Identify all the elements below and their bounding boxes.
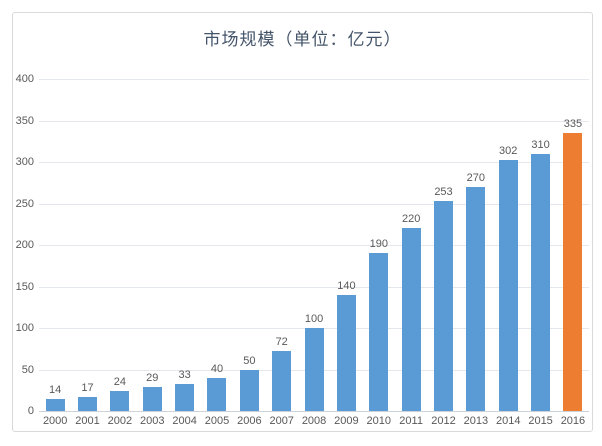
bar bbox=[175, 383, 195, 411]
bar bbox=[433, 201, 453, 411]
x-tick-label: 2000 bbox=[42, 415, 68, 427]
bar bbox=[498, 160, 518, 411]
bar bbox=[78, 396, 98, 411]
x-tick-label: 2001 bbox=[75, 415, 100, 427]
x-tick-label: 2003 bbox=[140, 415, 165, 427]
bar-column: 24 bbox=[104, 79, 136, 411]
bar-column: 72 bbox=[266, 79, 298, 411]
bar-column: 253 bbox=[427, 79, 459, 411]
gridline bbox=[39, 120, 589, 122]
bar-value-label: 24 bbox=[113, 376, 127, 389]
x-tick-label: 2011 bbox=[399, 415, 423, 427]
bar-value-label: 29 bbox=[146, 371, 159, 384]
bar bbox=[563, 132, 583, 411]
bar-value-label: 310 bbox=[531, 138, 550, 151]
x-tick-label: 2005 bbox=[204, 415, 230, 427]
bar bbox=[466, 186, 486, 411]
x-tick-label: 2006 bbox=[237, 415, 262, 427]
gridline bbox=[39, 286, 589, 288]
bar-value-label: 140 bbox=[337, 279, 356, 292]
bar bbox=[110, 391, 130, 411]
y-tick-label: 100 bbox=[15, 322, 34, 334]
bar-value-label: 50 bbox=[243, 354, 256, 367]
x-tick-label: 2008 bbox=[301, 415, 327, 427]
x-tick-label: 2013 bbox=[463, 415, 489, 427]
bar bbox=[272, 351, 292, 411]
bar-column: 17 bbox=[71, 79, 103, 411]
chart-title: 市场规模（单位：亿元） bbox=[203, 30, 402, 49]
x-tick-label: 2007 bbox=[269, 415, 294, 427]
gridline bbox=[39, 162, 589, 163]
plot-area: 14 17 24 29 33 40 50 72 100 140 190 220 253 270 302 310… bbox=[39, 79, 589, 412]
bar-value-label: 190 bbox=[369, 238, 388, 251]
x-tick-label: 2014 bbox=[495, 415, 521, 427]
bar-value-label: 33 bbox=[178, 368, 191, 381]
x-tick-label: 2015 bbox=[528, 415, 553, 427]
bar bbox=[401, 228, 421, 411]
bar bbox=[207, 377, 227, 411]
bar-column: 29 bbox=[136, 79, 168, 411]
x-tick-label: 2010 bbox=[366, 415, 392, 427]
bar bbox=[304, 328, 324, 411]
bar-column: 220 bbox=[395, 79, 427, 411]
x-axis-labels: 2000 2001 2002 2003 2004 2005 2006 2007 2008 2009… bbox=[39, 415, 589, 427]
bar-value-label: 40 bbox=[210, 362, 224, 375]
x-tick-label: 2002 bbox=[107, 415, 133, 427]
y-tick-label: 150 bbox=[15, 280, 34, 293]
x-tick-label: 2009 bbox=[334, 415, 359, 427]
y-tick-label: 350 bbox=[15, 114, 34, 127]
bar-value-label: 302 bbox=[499, 145, 518, 158]
bar bbox=[369, 253, 389, 411]
bar bbox=[142, 386, 162, 411]
bars-row: 14 17 24 29 33 40 50 72 100 140 190 220 253 270 302 310… bbox=[39, 79, 589, 411]
bar-value-label: 220 bbox=[401, 213, 421, 226]
bar-column: 190 bbox=[363, 79, 395, 411]
x-tick-label: 2012 bbox=[431, 415, 456, 427]
bar-value-label: 253 bbox=[434, 186, 453, 199]
bar-column: 270 bbox=[460, 79, 492, 411]
bar-column: 33 bbox=[168, 79, 200, 411]
y-tick-label: 300 bbox=[15, 156, 34, 168]
x-tick-label: 2004 bbox=[172, 415, 197, 427]
y-tick-label: 50 bbox=[21, 363, 34, 376]
bar bbox=[239, 369, 259, 411]
bar bbox=[45, 399, 65, 411]
gridline bbox=[39, 79, 589, 80]
chart-frame: 市场规模（单位：亿元） 0 50 100 150 200 250 300 350 400 14 1… bbox=[12, 12, 593, 432]
gridline bbox=[39, 203, 589, 205]
gridline bbox=[39, 245, 589, 246]
bar-column: 335 bbox=[557, 79, 589, 411]
y-tick-label: 200 bbox=[15, 239, 34, 251]
bar-column: 140 bbox=[330, 79, 362, 411]
bar-column: 50 bbox=[233, 79, 265, 411]
x-tick-label: 2016 bbox=[560, 415, 586, 427]
bar-value-label: 17 bbox=[81, 381, 94, 394]
y-tick-label: 0 bbox=[27, 405, 34, 417]
bar bbox=[531, 153, 551, 411]
y-tick-label: 250 bbox=[15, 197, 34, 210]
bar-value-label: 270 bbox=[466, 171, 486, 184]
bar-value-label: 72 bbox=[275, 336, 288, 349]
bar-column: 100 bbox=[298, 79, 330, 411]
bar-column: 14 bbox=[39, 79, 71, 411]
bar-value-label: 14 bbox=[49, 384, 62, 397]
bar-column: 302 bbox=[492, 79, 524, 411]
bar-column: 40 bbox=[201, 79, 233, 411]
bar bbox=[336, 294, 356, 411]
bar-value-label: 100 bbox=[304, 313, 324, 325]
bar-column: 310 bbox=[524, 79, 556, 411]
bar-value-label: 335 bbox=[563, 117, 583, 130]
y-axis-labels: 0 50 100 150 200 250 300 350 400 bbox=[13, 73, 34, 417]
y-tick-label: 400 bbox=[15, 73, 34, 85]
